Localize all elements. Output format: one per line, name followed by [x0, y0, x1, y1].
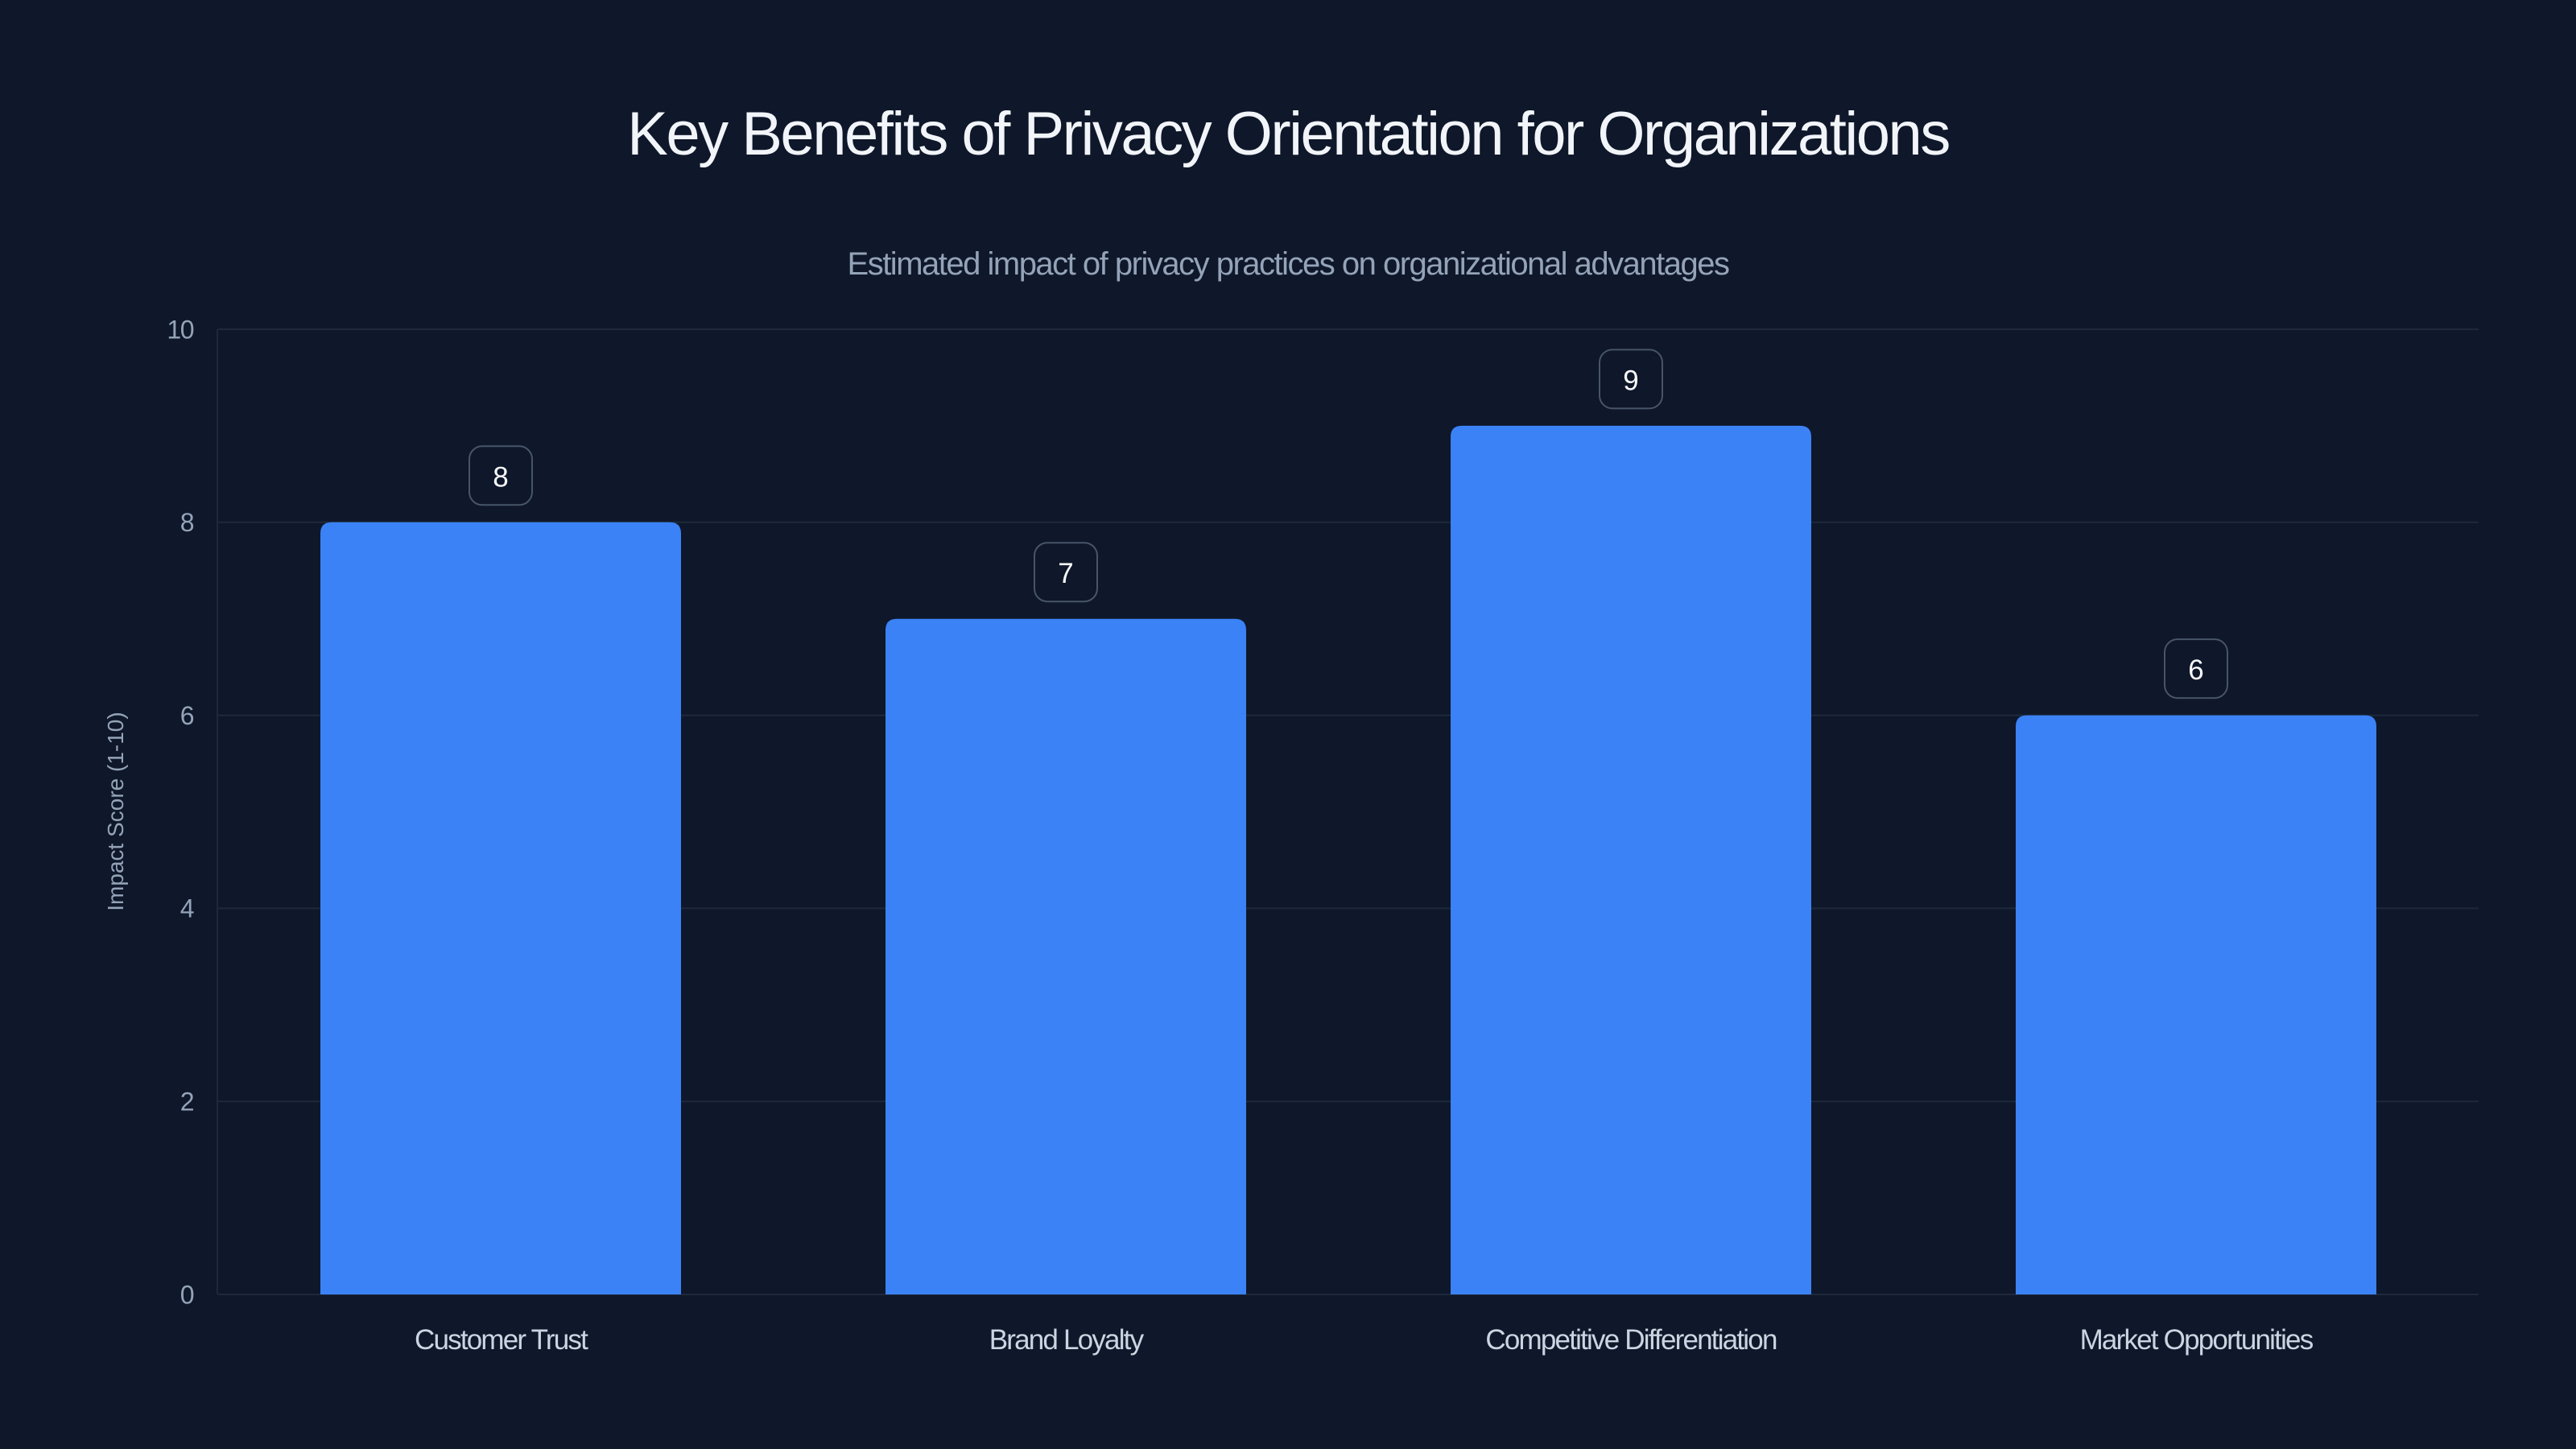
svg-text:9: 9 — [1623, 365, 1638, 396]
svg-text:Customer Trust: Customer Trust — [415, 1324, 588, 1356]
svg-text:Key Benefits of Privacy Orient: Key Benefits of Privacy Orientation for … — [627, 100, 1949, 168]
svg-text:8: 8 — [493, 461, 508, 493]
svg-text:4: 4 — [180, 894, 194, 923]
svg-text:Brand Loyalty: Brand Loyalty — [989, 1324, 1145, 1356]
svg-text:Estimated impact of privacy pr: Estimated impact of privacy practices on… — [848, 246, 1729, 282]
svg-text:0: 0 — [180, 1280, 194, 1309]
svg-text:2: 2 — [180, 1088, 194, 1117]
svg-text:8: 8 — [180, 508, 194, 537]
svg-text:Competitive Differentiation: Competitive Differentiation — [1485, 1324, 1777, 1356]
svg-text:6: 6 — [2188, 654, 2203, 686]
svg-text:Market Opportunities: Market Opportunities — [2080, 1324, 2314, 1356]
svg-text:Impact Score (1-10): Impact Score (1-10) — [103, 712, 128, 910]
svg-text:7: 7 — [1058, 558, 1073, 589]
svg-text:6: 6 — [180, 701, 194, 730]
svg-text:10: 10 — [167, 315, 193, 344]
